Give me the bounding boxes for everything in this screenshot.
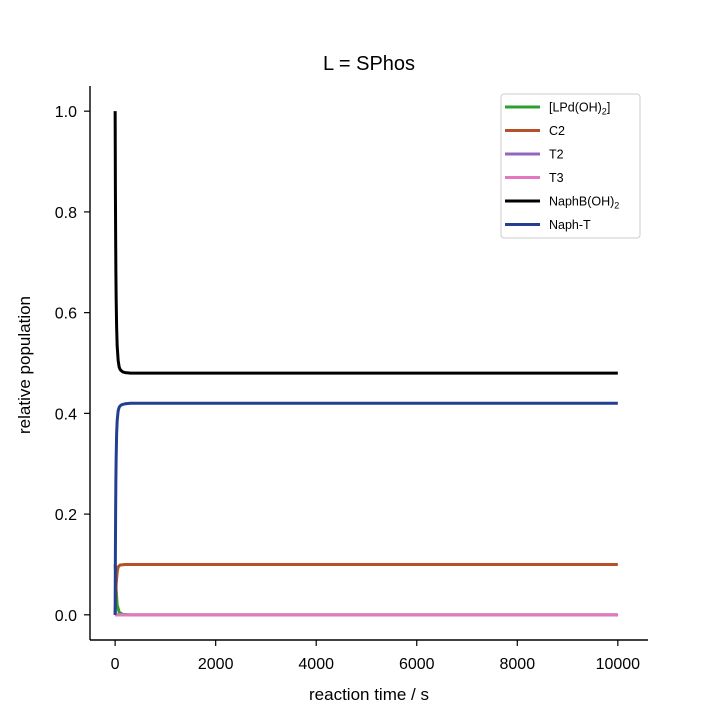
series-line-0 xyxy=(113,564,618,617)
legend: [LPd(OH)2] C2 T2 T3 NaphB(OH)2 Naph-T xyxy=(500,93,641,239)
plot-area xyxy=(113,111,618,617)
y-tick-label: 1.0 xyxy=(55,104,77,121)
series-line-4 xyxy=(113,111,618,375)
x-tick-label: 8000 xyxy=(500,656,536,673)
legend-label: [LPd(OH)2] xyxy=(549,101,610,117)
legend-items: [LPd(OH)2] C2 T2 T3 NaphB(OH)2 Naph-T xyxy=(505,101,619,232)
chart-title: L = SPhos xyxy=(323,53,415,75)
x-axis-label: reaction time / s xyxy=(309,685,429,704)
series-line-1 xyxy=(113,562,618,615)
y-ticks: 0.0 0.2 0.4 0.6 0.8 1.0 xyxy=(55,104,90,625)
legend-label: T2 xyxy=(549,148,564,162)
y-tick-label: 0.0 xyxy=(55,608,77,625)
x-tick-label: 6000 xyxy=(399,656,435,673)
x-tick-label: 4000 xyxy=(298,656,334,673)
y-tick-label: 0.8 xyxy=(55,205,77,222)
y-tick-label: 0.2 xyxy=(55,507,77,524)
y-axis-label: relative population xyxy=(15,296,34,434)
series-line-5 xyxy=(113,401,618,615)
x-tick-label: 0 xyxy=(111,656,120,673)
y-tick-label: 0.6 xyxy=(55,306,77,323)
legend-label: T3 xyxy=(549,171,564,185)
x-ticks: 0 2000 4000 6000 8000 10000 xyxy=(111,640,640,673)
legend-label: C2 xyxy=(549,124,565,138)
y-tick-label: 0.4 xyxy=(55,406,77,423)
legend-label: NaphB(OH)2 xyxy=(549,195,619,211)
x-tick-label: 10000 xyxy=(596,656,641,673)
legend-frame xyxy=(500,93,641,239)
x-tick-label: 2000 xyxy=(198,656,234,673)
legend-label: Naph-T xyxy=(549,218,591,232)
